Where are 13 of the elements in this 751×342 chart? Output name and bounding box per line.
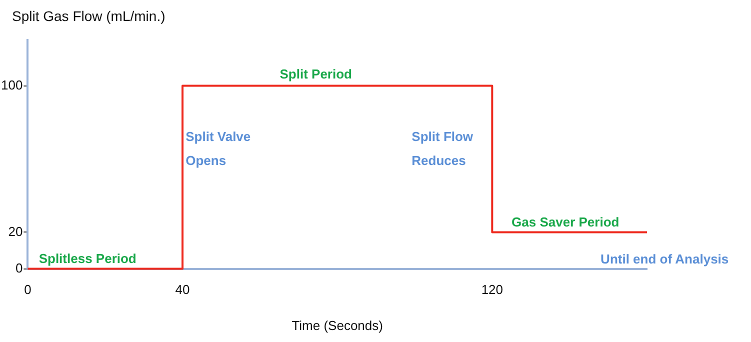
x-tick-label: 40 bbox=[175, 282, 190, 298]
x-tick-label: 120 bbox=[481, 282, 504, 298]
annotation: Splitless Period bbox=[38, 250, 136, 266]
annotation: Until end of Analysis bbox=[600, 252, 729, 267]
annotation: Gas Saver Period bbox=[512, 214, 620, 230]
annotation: Split Period bbox=[280, 66, 352, 82]
annotation: Split Flow Reduces bbox=[412, 129, 474, 168]
y-tick-label: 100 bbox=[0, 77, 23, 92]
annotation: Split Valve Opens bbox=[186, 129, 251, 168]
y-tick-label: 20 bbox=[8, 224, 23, 239]
x-axis-title: Time (Seconds) bbox=[292, 318, 383, 333]
y-axis-title: Split Gas Flow (mL/min.) bbox=[12, 8, 166, 24]
y-tick-label: 0 bbox=[15, 260, 23, 276]
